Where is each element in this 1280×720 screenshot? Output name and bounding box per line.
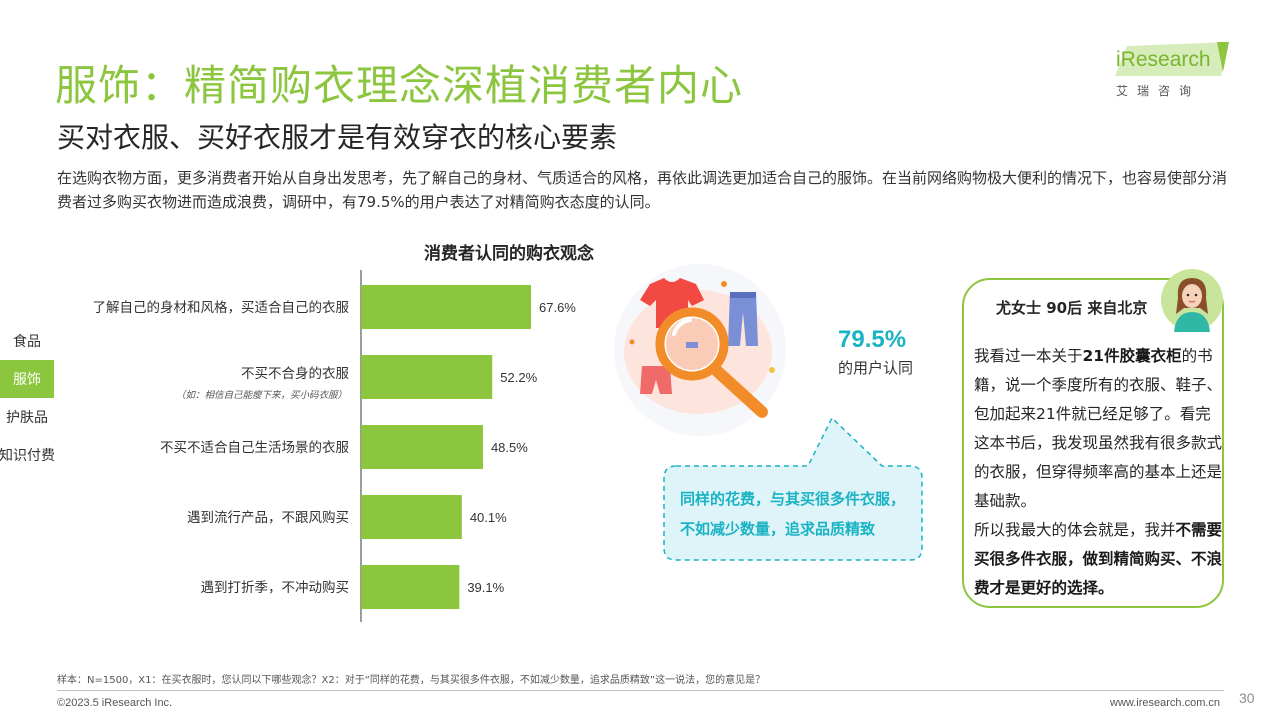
- side-nav-item-knowledge[interactable]: 知识付费: [0, 448, 55, 464]
- magnifier-icon: [655, 307, 768, 418]
- category-note: （如：相信自己能瘦下来，买小码衣服）: [176, 389, 347, 401]
- bubble-line-1: 同样的花费，与其买很多件衣服，: [680, 490, 906, 508]
- stat-label: 的用户认同: [838, 359, 914, 377]
- footer-divider: [57, 690, 1224, 691]
- side-nav-item-food[interactable]: 食品: [13, 334, 41, 350]
- copyright: ©2023.5 iResearch Inc.: [57, 697, 173, 709]
- page-number: 30: [1239, 690, 1255, 706]
- site-link[interactable]: www.iresearch.com.cn: [1110, 697, 1221, 709]
- bar-value-label: 48.5%: [491, 440, 528, 455]
- category-label: 不买不适合自己生活场景的衣服: [160, 440, 349, 456]
- chart-title: 消费者认同的购衣观念: [424, 244, 594, 264]
- bar: [361, 355, 493, 399]
- quote-p1-bold: 21件胶囊衣柜: [1082, 347, 1182, 365]
- logo-mark-icon: [1115, 42, 1229, 76]
- category-label: 遇到流行产品，不跟风购买: [187, 510, 349, 526]
- quote-body: 我看过一本关于21件胶囊衣柜的书籍，说一个季度所有的衣服、鞋子、包加起来21件就…: [974, 342, 1226, 603]
- bar-value-label: 40.1%: [470, 510, 507, 525]
- bubble-line-2: 不如减少数量，追求品质精致: [680, 520, 876, 538]
- category-label: 了解自己的身材和风格，买适合自己的衣服: [93, 300, 350, 316]
- bar-chart: 67.6% 了解自己的身材和风格，买适合自己的衣服 52.2% 不买不合身的衣服 （如：…: [93, 270, 576, 622]
- bar-value-label: 52.2%: [500, 370, 537, 385]
- stat-value: 79.5%: [838, 326, 907, 353]
- category-label: 不买不合身的衣服: [241, 366, 349, 382]
- page-subtitle: 买对衣服、买好衣服才是有效穿衣的核心要素: [57, 121, 618, 154]
- bar: [361, 425, 483, 469]
- shorts-icon: [640, 366, 672, 394]
- bar: [361, 285, 531, 329]
- bubble-text: 同样的花费，与其买很多件衣服， 不如减少数量，追求品质精致: [680, 484, 920, 544]
- quote-p1-text-b: 的书籍，说一个季度所有的衣服、鞋子、包加起来21件就已经足够了。看完这本书后，我…: [974, 347, 1223, 510]
- quote-p1-text-a: 我看过一本关于: [974, 347, 1083, 365]
- pants-icon: [728, 292, 758, 346]
- side-nav: 食品 服饰 护肤品 知识付费: [0, 322, 55, 474]
- quote-p2-text-a: 所以我最大的体会就是，我并: [974, 521, 1176, 539]
- woman-avatar-icon: [1161, 269, 1223, 332]
- speech-bubble: [663, 416, 923, 561]
- bar-value-label: 39.1%: [467, 580, 504, 595]
- intro-paragraph: 在选购衣物方面，更多消费者开始从自身出发思考，先了解自己的身材、气质适合的风格，…: [57, 169, 1228, 211]
- shopping-illustration: [614, 264, 786, 436]
- page-title: 服饰：精简购衣理念深植消费者内心: [55, 61, 744, 110]
- quote-author: 尤女士 90后 来自北京: [996, 299, 1148, 317]
- iresearch-logo: iResearch 艾瑞咨询: [1113, 42, 1233, 102]
- bar-value-label: 67.6%: [539, 300, 576, 315]
- logo-cn-text: 艾瑞咨询: [1116, 84, 1201, 98]
- bar: [361, 565, 460, 609]
- quote-p2-bold: 不需要买很多件衣服，做到精简购买、不浪费才是更好的选择。: [974, 521, 1223, 597]
- sample-note: 样本：N=1500，X1：在买衣服时，您认同以下哪些观念？X2：对于“同样的花费…: [57, 675, 766, 686]
- quote-card: [962, 278, 1224, 608]
- side-nav-item-skincare[interactable]: 护肤品: [6, 410, 48, 426]
- logo-brand-text: iResearch: [1116, 48, 1211, 71]
- bar: [361, 495, 462, 539]
- category-label: 遇到打折季，不冲动购买: [201, 579, 350, 596]
- side-nav-item-apparel[interactable]: 服饰: [0, 360, 54, 398]
